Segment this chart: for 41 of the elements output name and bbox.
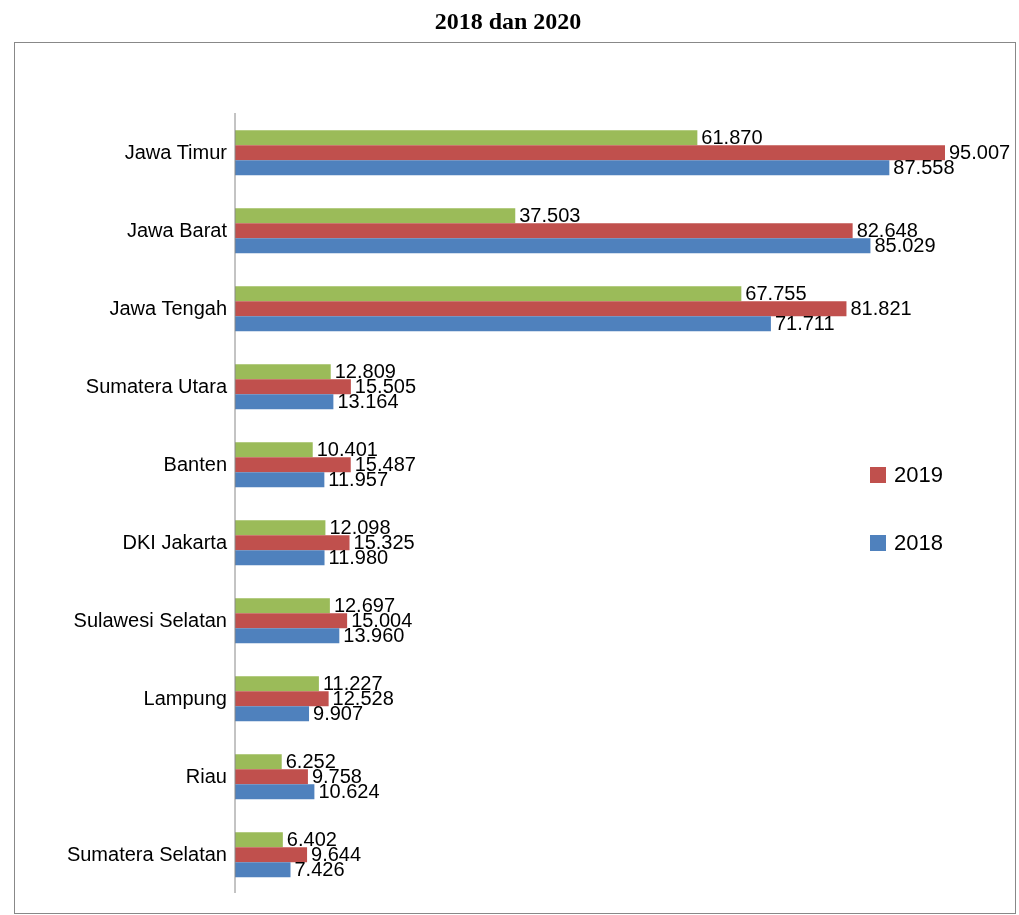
bar: [235, 754, 282, 770]
legend-label: 2019: [894, 462, 943, 488]
y-tick-label: DKI Jakarta: [122, 531, 228, 554]
data-label: 81.821: [850, 296, 912, 319]
bar: [235, 628, 340, 644]
legend-label: 2018: [894, 530, 943, 556]
bar: [235, 706, 310, 722]
bar: [235, 784, 315, 800]
y-tick-label: Sumatera Utara: [85, 375, 228, 398]
bar: [235, 472, 325, 488]
data-label: 67.755: [745, 281, 807, 304]
bar: [235, 676, 319, 692]
bar: [235, 160, 890, 176]
bar: [235, 286, 742, 302]
bar: [235, 862, 291, 878]
y-tick-label: Lampung: [143, 687, 227, 710]
y-tick-label: Riau: [185, 765, 227, 788]
y-tick-label: Sumatera Selatan: [66, 843, 227, 866]
bar: [235, 442, 313, 458]
bar: [235, 394, 334, 410]
bar: [235, 550, 325, 566]
bar: [235, 832, 283, 848]
bar: [235, 130, 698, 146]
bar: [235, 769, 308, 785]
bar: [235, 208, 516, 224]
chart-title: 2018 dan 2020: [433, 8, 583, 36]
bar: [235, 316, 771, 332]
data-label: 61.870: [701, 125, 763, 148]
y-tick-label: Sulawesi Selatan: [73, 609, 227, 632]
data-label: 37.503: [519, 203, 581, 226]
y-tick-label: Banten: [163, 453, 227, 476]
bar: [235, 301, 847, 317]
y-tick-label: Jawa Tengah: [109, 297, 227, 320]
bar: [235, 238, 871, 254]
bar: [235, 223, 853, 239]
y-tick-label: Jawa Timur: [124, 141, 228, 164]
bar: [235, 364, 331, 380]
bar: [235, 598, 330, 614]
y-tick-label: Jawa Barat: [126, 219, 228, 242]
data-label: 71.711: [774, 311, 835, 334]
bar: [235, 520, 326, 536]
